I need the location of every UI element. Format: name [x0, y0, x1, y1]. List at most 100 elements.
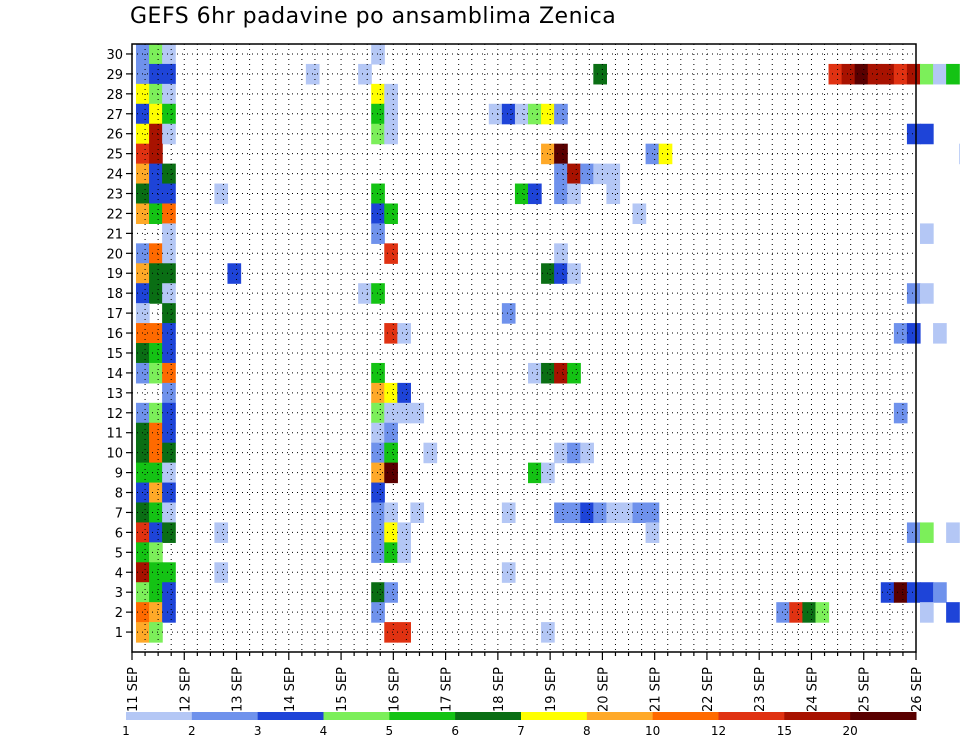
- heatmap-cell: [149, 502, 163, 524]
- heatmap-cell: [149, 44, 163, 65]
- heatmap-cell: [384, 502, 398, 524]
- heatmap-cell: [606, 502, 621, 524]
- heatmap-cell: [149, 63, 163, 85]
- heatmap-cell: [214, 522, 229, 543]
- y-tick-label: 1: [115, 626, 123, 641]
- heatmap-cell: [593, 502, 607, 524]
- heatmap-cell: [828, 63, 843, 85]
- x-tick-label: 16 SEP: [387, 667, 402, 712]
- heatmap-cell: [384, 402, 398, 424]
- legend-swatch: [389, 712, 456, 720]
- heatmap-cell: [501, 103, 516, 125]
- plot-frame: [131, 43, 917, 653]
- heatmap-cell: [384, 462, 398, 484]
- y-tick-label: 22: [106, 207, 123, 222]
- heatmap-cell: [149, 582, 163, 603]
- frame-layer: [131, 43, 917, 653]
- y-tick-label: 27: [106, 108, 123, 123]
- heatmap-cell: [162, 163, 176, 185]
- heatmap-cell: [371, 123, 385, 145]
- heatmap-cell: [906, 522, 921, 543]
- heatmap-cell: [501, 502, 516, 524]
- heatmap-cell: [227, 263, 242, 284]
- heatmap-cell: [214, 562, 229, 583]
- x-tick-label: 20 SEP: [596, 667, 611, 712]
- heatmap-cell: [162, 83, 176, 105]
- heatmap-cell: [397, 402, 411, 424]
- heatmap-cell: [933, 323, 947, 344]
- x-tick-label: 26 SEP: [910, 667, 925, 712]
- heatmap-cell: [149, 323, 163, 344]
- heatmap-cell: [906, 323, 921, 344]
- heatmap-cell: [397, 323, 411, 344]
- heatmap-cell: [632, 203, 647, 225]
- heatmap-cell: [384, 582, 398, 603]
- y-tick-label: 28: [106, 88, 123, 103]
- heatmap-cell: [893, 402, 908, 424]
- heatmap-cell: [554, 243, 568, 264]
- legend: 1 2 3 4 5 6 7 8 10 12 15 20: [122, 712, 917, 738]
- heatmap-cell: [554, 502, 568, 524]
- heatmap-cell: [619, 502, 634, 524]
- x-tick-label: 18 SEP: [492, 667, 507, 712]
- heatmap-cell: [397, 542, 411, 563]
- heatmap-cell: [567, 502, 581, 524]
- heatmap-cell: [371, 362, 385, 384]
- x-tick-label: 23 SEP: [753, 667, 768, 712]
- heatmap-cell: [920, 602, 934, 623]
- heatmap-cell: [214, 183, 229, 205]
- x-tick-label: 19 SEP: [544, 667, 559, 712]
- heatmap-cell: [149, 622, 163, 643]
- heatmap-cell: [149, 103, 163, 125]
- heatmap-cell: [384, 123, 398, 145]
- y-tick-label: 18: [106, 287, 123, 302]
- x-axis: 11 SEP 12 SEP 13 SEP 14 SEP 15 SEP 16 SEP 17 S…: [126, 652, 925, 712]
- x-tick-label: 17 SEP: [440, 667, 455, 712]
- heatmap-cell: [371, 462, 385, 484]
- heatmap-cell: [567, 362, 581, 384]
- y-tick-label: 17: [106, 307, 123, 322]
- heatmap-cell: [593, 163, 607, 185]
- heatmap-cell: [946, 63, 960, 85]
- legend-label: 7: [517, 724, 525, 738]
- heatmap-cell: [162, 482, 176, 504]
- x-tick-label: 22 SEP: [701, 667, 716, 712]
- legend-label: 3: [254, 724, 262, 738]
- heatmap-cell: [149, 263, 163, 284]
- heatmap-cell: [371, 103, 385, 125]
- y-tick-label: 8: [115, 487, 123, 502]
- y-tick-label: 12: [106, 407, 123, 422]
- heatmap-cell: [946, 522, 960, 543]
- heatmap-cell: [162, 203, 176, 225]
- heatmap-cell: [371, 382, 385, 404]
- heatmap-cell: [920, 63, 934, 85]
- heatmap-cell: [149, 203, 163, 225]
- heatmap-cell: [593, 63, 607, 85]
- heatmap-cell: [384, 622, 398, 643]
- y-tick-label: 15: [106, 347, 123, 362]
- heatmap-cell: [371, 542, 385, 563]
- heatmap-cell: [384, 542, 398, 563]
- heatmap-cell: [149, 562, 163, 583]
- heatmap-cell: [606, 183, 621, 205]
- heatmap-cell: [149, 422, 163, 444]
- heatmap-cell: [554, 183, 568, 205]
- heatmap-cell: [384, 422, 398, 444]
- heatmap-cell: [920, 582, 934, 603]
- heatmap-cell: [893, 63, 908, 85]
- heatmap-cell: [162, 44, 176, 65]
- y-tick-label: 23: [106, 188, 123, 203]
- x-tick-label: 14 SEP: [283, 667, 298, 712]
- heatmap-cell: [149, 243, 163, 264]
- heatmap-cell: [789, 602, 803, 623]
- heatmap-cell: [893, 323, 908, 344]
- heatmap-cell: [149, 83, 163, 105]
- heatmap-cell: [358, 63, 372, 85]
- y-tick-label: 13: [106, 387, 123, 402]
- heatmap-cell: [920, 522, 934, 543]
- legend-label: 6: [451, 724, 459, 738]
- heatmap-cell: [371, 582, 385, 603]
- heatmap-cell: [149, 482, 163, 504]
- heatmap-cell: [567, 183, 581, 205]
- heatmap-cell: [371, 502, 385, 524]
